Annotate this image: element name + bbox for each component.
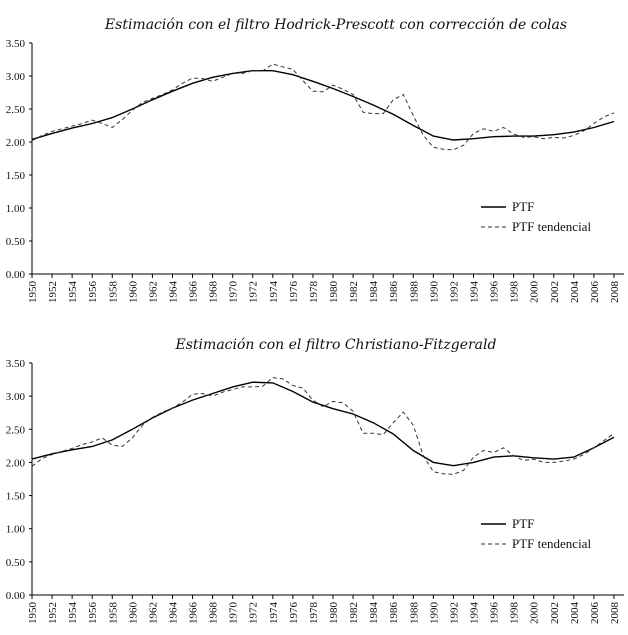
x-tick-label: 1994 — [468, 281, 480, 304]
x-tick-label: 1972 — [248, 281, 260, 303]
x-tick-label: 1974 — [268, 602, 280, 625]
series-line-ptf — [31, 381, 615, 467]
chart-title: Estimación con el filtro Christiano-Fitz… — [175, 337, 497, 353]
x-tick-label: 1978 — [308, 281, 320, 304]
series-line-ptf-tendencial — [31, 63, 615, 151]
y-tick-label: 1.50 — [6, 491, 26, 503]
x-tick-label: 1998 — [509, 602, 521, 625]
x-tick-label: 1972 — [248, 602, 260, 624]
x-tick-label: 2000 — [529, 281, 541, 304]
x-tick-label: 2004 — [569, 281, 581, 304]
x-tick-label: 1986 — [388, 281, 400, 304]
x-tick-label: 1964 — [167, 281, 179, 304]
x-tick-label: 2006 — [589, 602, 601, 625]
x-tick-label: 2002 — [549, 602, 561, 624]
y-tick-label: 0.50 — [6, 236, 26, 248]
y-tick-label: 1.00 — [6, 524, 26, 536]
y-tick-label: 1.00 — [6, 203, 26, 215]
x-tick-label: 1952 — [47, 281, 59, 303]
x-tick-label: 1980 — [328, 602, 340, 625]
y-tick-label: 3.00 — [6, 71, 26, 83]
x-tick-label: 1970 — [228, 602, 240, 625]
x-tick-label: 1966 — [188, 602, 200, 625]
x-tick-label: 1956 — [87, 281, 99, 304]
y-tick-label: 2.00 — [6, 457, 26, 469]
x-tick-label: 1958 — [107, 602, 119, 625]
y-tick-label: 0.50 — [6, 557, 26, 569]
x-tick-label: 1954 — [67, 602, 79, 625]
chart-panel-2: Estimación con el filtro Christiano-Fitz… — [6, 337, 624, 624]
x-tick-label: 2008 — [609, 281, 621, 304]
chart-title: Estimación con el filtro Hodrick-Prescot… — [104, 17, 567, 33]
x-tick-label: 1992 — [448, 602, 460, 624]
x-tick-label: 1976 — [288, 281, 300, 304]
x-tick-label: 1988 — [408, 281, 420, 304]
series-line-ptf-tendencial — [31, 377, 615, 475]
x-tick-label: 1966 — [188, 281, 200, 304]
x-tick-label: 1996 — [489, 281, 501, 304]
x-tick-label: 1980 — [328, 281, 340, 304]
x-tick-label: 1950 — [27, 602, 39, 625]
x-tick-label: 2002 — [549, 281, 561, 303]
x-tick-label: 2004 — [569, 602, 581, 625]
x-tick-label: 1982 — [348, 281, 360, 303]
x-tick-label: 1990 — [428, 602, 440, 625]
x-tick-label: 1962 — [147, 602, 159, 624]
x-tick-label: 1952 — [47, 602, 59, 624]
x-tick-label: 1984 — [368, 281, 380, 304]
y-tick-label: 2.50 — [6, 424, 26, 436]
legend-entry: PTF tendencial — [512, 219, 591, 234]
x-tick-label: 2006 — [589, 281, 601, 304]
x-tick-label: 1976 — [288, 602, 300, 625]
x-tick-label: 1960 — [127, 281, 139, 304]
x-tick-label: 1958 — [107, 281, 119, 304]
x-tick-label: 1998 — [509, 281, 521, 304]
legend: PTF PTF tendencial — [481, 199, 591, 234]
x-tick-label: 1990 — [428, 281, 440, 304]
x-tick-label: 1970 — [228, 281, 240, 304]
x-tick-label: 1968 — [208, 602, 220, 625]
x-tick-label: 1964 — [167, 602, 179, 625]
legend-entry: PTF — [512, 516, 534, 531]
y-tick-label: 3.50 — [6, 358, 26, 370]
x-tick-label: 1994 — [468, 602, 480, 625]
legend: PTF PTF tendencial — [481, 516, 591, 551]
y-tick-label: 3.00 — [6, 391, 26, 403]
x-tick-label: 1984 — [368, 602, 380, 625]
y-tick-label: 0.00 — [6, 590, 26, 602]
x-tick-label: 1978 — [308, 602, 320, 625]
x-tick-label: 1974 — [268, 281, 280, 304]
legend-entry: PTF — [512, 199, 534, 214]
y-tick-label: 0.00 — [6, 269, 26, 281]
y-tick-label: 3.50 — [6, 38, 26, 50]
x-tick-label: 1992 — [448, 281, 460, 303]
x-tick-label: 1962 — [147, 281, 159, 303]
x-tick-label: 1954 — [67, 281, 79, 304]
x-tick-label: 1986 — [388, 602, 400, 625]
x-tick-label: 1982 — [348, 602, 360, 624]
y-tick-label: 2.00 — [6, 137, 26, 149]
chart-panel-1: Estimación con el filtro Hodrick-Prescot… — [6, 17, 624, 303]
x-tick-label: 1956 — [87, 602, 99, 625]
legend-entry: PTF tendencial — [512, 536, 591, 551]
x-tick-label: 2008 — [609, 602, 621, 625]
x-tick-label: 1960 — [127, 602, 139, 625]
x-tick-label: 1988 — [408, 602, 420, 625]
y-tick-label: 2.50 — [6, 104, 26, 116]
x-tick-label: 1996 — [489, 602, 501, 625]
x-tick-label: 2000 — [529, 602, 541, 625]
y-tick-label: 1.50 — [6, 170, 26, 182]
series-line-ptf — [31, 69, 615, 141]
x-tick-label: 1950 — [27, 281, 39, 304]
x-tick-label: 1968 — [208, 281, 220, 304]
